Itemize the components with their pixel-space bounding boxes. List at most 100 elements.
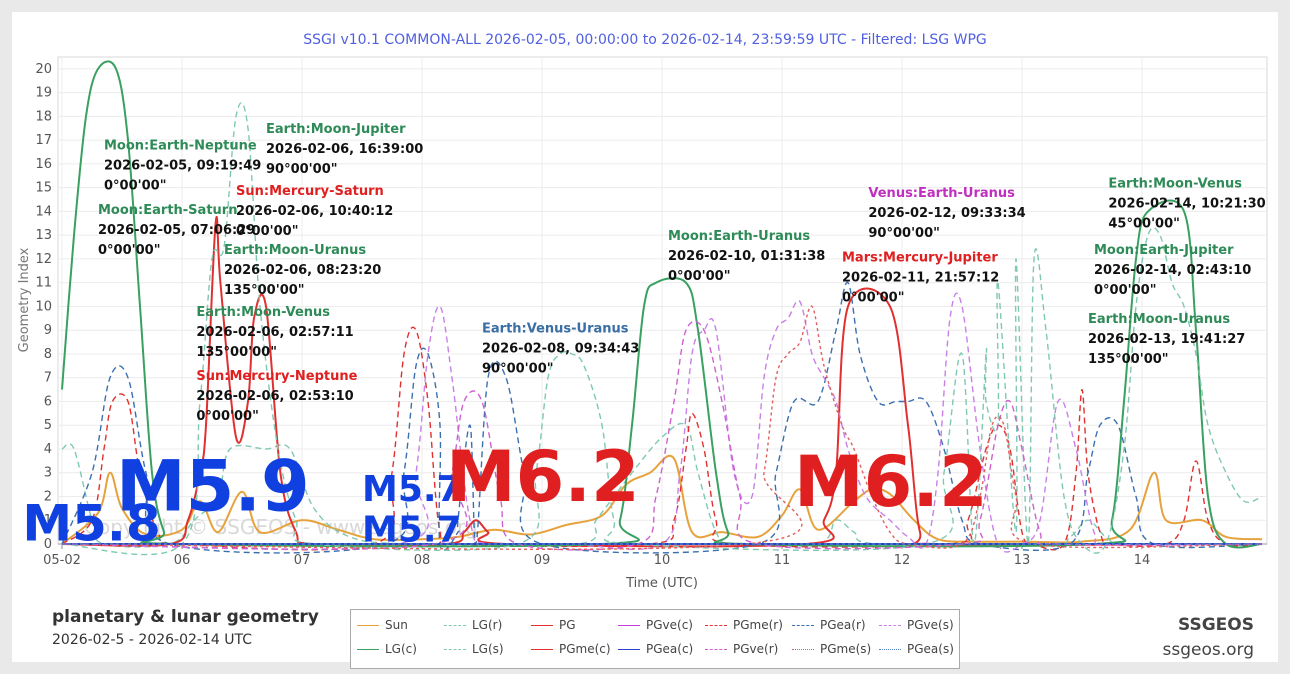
legend-swatch (705, 649, 727, 650)
footer-date-range: 2026-02-5 - 2026-02-14 UTC (52, 632, 252, 648)
annotation-angle: 0°00'00" (1094, 283, 1156, 298)
annotation-date: 2026-02-14, 02:43:10 (1094, 263, 1251, 278)
legend-label: PGea(r) (820, 618, 866, 632)
magnitude-label: M5.8 (22, 494, 160, 552)
legend-label: LG(r) (472, 618, 503, 632)
y-tick-label: 8 (44, 347, 52, 362)
y-tick-label: 15 (35, 181, 52, 196)
annotation-date: 2026-02-13, 19:41:27 (1088, 332, 1245, 347)
legend-label: PGea(c) (646, 642, 694, 656)
legend-swatch (792, 649, 814, 650)
legend-item: LG(c) (357, 642, 417, 656)
annotation-title: Mars:Mercury-Jupiter (842, 250, 998, 265)
x-tick-label: 07 (294, 553, 311, 568)
y-tick-label: 1 (44, 513, 52, 528)
annotation-title: Earth:Moon-Venus (196, 305, 330, 320)
x-axis-label: Time (UTC) (625, 576, 698, 591)
magnitude-label: M5.7 (362, 469, 462, 510)
legend-item: PGve(s) (879, 618, 954, 632)
annotation-angle: 90°00'00" (868, 226, 940, 241)
legend-item: PGme(c) (531, 642, 611, 656)
x-tick-label: 10 (654, 553, 671, 568)
annotation-angle: 0°00'00" (668, 269, 730, 284)
annotation-title: Moon:Earth-Neptune (104, 139, 257, 154)
legend-label: PGve(s) (907, 618, 954, 632)
legend-swatch (444, 649, 466, 650)
annotation-date: 2026-02-06, 08:23:20 (224, 263, 381, 278)
legend-item: LG(r) (444, 618, 502, 632)
annotation-angle: 0°00'00" (842, 290, 904, 305)
annotation-angle: 0°00'00" (236, 224, 298, 239)
legend-item: PG (531, 618, 576, 632)
legend-label: PGve(r) (733, 642, 779, 656)
legend-item: Sun (357, 618, 408, 632)
y-tick-label: 19 (35, 86, 52, 101)
annotation-angle: 0°00'00" (98, 243, 160, 258)
annotation-date: 2026-02-08, 09:34:43 (482, 342, 639, 357)
annotation-date: 2026-02-05, 07:06:29 (98, 223, 255, 238)
y-tick-label: 0 (44, 537, 52, 552)
annotation-angle: 0°00'00" (196, 409, 258, 424)
x-tick-label: 12 (894, 553, 911, 568)
annotation-date: 2026-02-10, 01:31:38 (668, 249, 825, 264)
legend-item: PGea(c) (618, 642, 693, 656)
series-line-lgs (61, 102, 1263, 556)
annotation-title: Venus:Earth-Uranus (868, 186, 1015, 201)
annotation-angle: 45°00'00" (1108, 217, 1180, 232)
legend-swatch (531, 649, 553, 650)
y-tick-label: 17 (35, 133, 52, 148)
y-tick-label: 5 (44, 418, 52, 433)
y-tick-label: 9 (44, 323, 52, 338)
y-tick-label: 20 (35, 62, 52, 77)
legend-label: LG(c) (385, 642, 417, 656)
series-line-lgc (61, 60, 1263, 549)
magnitude-label: M5.9 (116, 446, 310, 528)
annotation-date: 2026-02-05, 09:19:49 (104, 159, 261, 174)
legend-swatch (792, 625, 814, 626)
y-tick-label: 14 (35, 204, 52, 219)
legend-swatch (879, 625, 901, 626)
legend-swatch (531, 625, 553, 626)
y-tick-label: 10 (35, 299, 52, 314)
annotation-date: 2026-02-06, 16:39:00 (266, 142, 423, 157)
x-tick-label: 09 (534, 553, 551, 568)
legend-item: PGve(r) (705, 642, 778, 656)
chart-card: 0 1 2 3 4 5 6 7 8 9 10 11 12 13 14 15 16 17 18 19 20 05-02 06 0… (12, 12, 1278, 669)
annotation-title: Moon:Earth-Jupiter (1094, 243, 1234, 258)
annotation-title: Earth:Venus-Uranus (482, 322, 629, 337)
y-tick-label: 4 (44, 442, 52, 457)
annotation-angle: 0°00'00" (104, 179, 166, 194)
footer-site-link[interactable]: ssgeos.org (1162, 640, 1254, 660)
series-line-pgmes (61, 305, 1263, 550)
y-tick-label: 6 (44, 394, 52, 409)
legend-label: Sun (385, 618, 408, 632)
annotation-title: Sun:Mercury-Saturn (236, 184, 384, 199)
annotation-date: 2026-02-14, 10:21:30 (1108, 197, 1265, 212)
magnitude-label: M6.2 (446, 436, 640, 518)
legend-swatch (357, 649, 379, 650)
legend-label: PGme(r) (733, 618, 783, 632)
annotation-angle: 135°00'00" (1088, 352, 1169, 367)
y-tick-label: 2 (44, 489, 52, 504)
annotation-angle: 135°00'00" (196, 345, 277, 360)
annotation-title: Moon:Earth-Saturn (98, 203, 237, 218)
magnitude-label: M6.2 (794, 441, 988, 523)
legend-label: PGve(c) (646, 618, 693, 632)
y-tick-label: 18 (35, 109, 52, 124)
legend-swatch (705, 625, 727, 626)
y-axis-label: Geometry Index (17, 247, 32, 352)
annotation-title: Sun:Mercury-Neptune (196, 369, 357, 384)
legend-item: PGme(r) (705, 618, 783, 632)
x-tick-label: 05-02 (43, 553, 81, 568)
legend-label: PGme(c) (559, 642, 611, 656)
y-tick-label: 16 (35, 157, 52, 172)
y-tick-label: 3 (44, 466, 52, 481)
legend-swatch (618, 649, 640, 650)
x-tick-label: 08 (414, 553, 431, 568)
y-tick-label: 13 (35, 228, 52, 243)
legend-item: PGea(r) (792, 618, 866, 632)
legend-swatch (444, 625, 466, 626)
series-line-sun (61, 454, 1263, 545)
annotation-date: 2026-02-12, 09:33:34 (868, 206, 1025, 221)
